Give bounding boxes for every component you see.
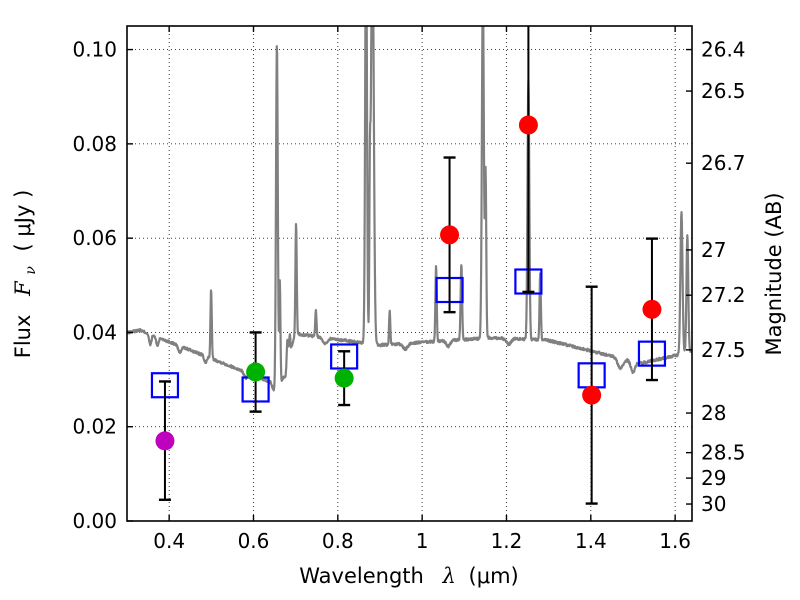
plot-frame xyxy=(126,25,693,522)
y-tick-label: 0.00 xyxy=(72,509,117,533)
x-tick-label: 0.8 xyxy=(322,529,354,553)
x-tick-label: 1 xyxy=(416,529,429,553)
ylabel-main: Flux xyxy=(11,315,35,359)
tick-labels: 0.4 0.6 0.8 1 1.2 1.4 1.6 0.00 0.02 0.04 0.06 0.08 0… xyxy=(72,38,745,553)
observed-point-marker xyxy=(334,368,354,388)
y2-tick-label: 28 xyxy=(701,401,726,425)
x-tick-label: 1.6 xyxy=(659,529,691,553)
y2label-text: Magnitude (AB) xyxy=(762,192,786,355)
y-tick-label: 0.04 xyxy=(72,320,117,344)
xlabel-main: Wavelength xyxy=(299,564,424,588)
svg-text:Flux F ν: Flux F ν ( μJy ) xyxy=(11,190,40,359)
observed-point-marker xyxy=(518,115,538,135)
x-tick-label: 1.2 xyxy=(491,529,523,553)
y2-axis-label: Magnitude (AB) xyxy=(762,192,786,355)
y2-tick-label: 30 xyxy=(701,492,726,516)
error-bar xyxy=(522,26,535,294)
y2-tick-label: 27.2 xyxy=(701,283,746,307)
observed-point-marker xyxy=(155,431,175,451)
xlabel-unit: (μm) xyxy=(469,564,519,588)
y-tick-label: 0.10 xyxy=(72,38,117,62)
sed-model-curve xyxy=(127,26,692,392)
x-tick-label: 0.6 xyxy=(238,529,270,553)
observed-point-marker xyxy=(440,225,460,245)
xlabel-symbol: λ xyxy=(442,564,456,588)
observed-point-marker xyxy=(582,385,602,405)
ylabel-symbol: F xyxy=(11,280,35,297)
observed-photometry-points xyxy=(155,115,662,451)
ylabel-subscript: ν xyxy=(23,266,39,275)
y2-tick-label: 27 xyxy=(701,238,726,262)
x-axis-label: Wavelength λ (μm) xyxy=(299,564,518,588)
x-tick-label: 0.4 xyxy=(153,529,185,553)
ylabel-unit: ( μJy ) xyxy=(11,190,35,252)
x-tick-label: 1.4 xyxy=(575,529,607,553)
y2-tick-label: 26.5 xyxy=(701,79,746,103)
y2-tick-label: 28.5 xyxy=(701,441,746,465)
y2-tick-label: 27.5 xyxy=(701,338,746,362)
y-tick-label: 0.02 xyxy=(72,415,117,439)
y-axis-label: Flux F ν ( μJy ) xyxy=(11,190,40,359)
y2-tick-label: 29 xyxy=(701,466,726,490)
y-tick-label: 0.06 xyxy=(72,226,117,250)
y2-tick-label: 26.7 xyxy=(701,151,746,175)
observed-point-marker xyxy=(246,362,266,382)
svg-text:Wavelength λ (: Wavelength λ (μm) xyxy=(299,564,518,588)
observed-point-marker xyxy=(642,299,662,319)
tick-marks xyxy=(127,26,692,522)
y2-tick-label: 26.4 xyxy=(701,38,746,62)
y-tick-label: 0.08 xyxy=(72,132,117,156)
